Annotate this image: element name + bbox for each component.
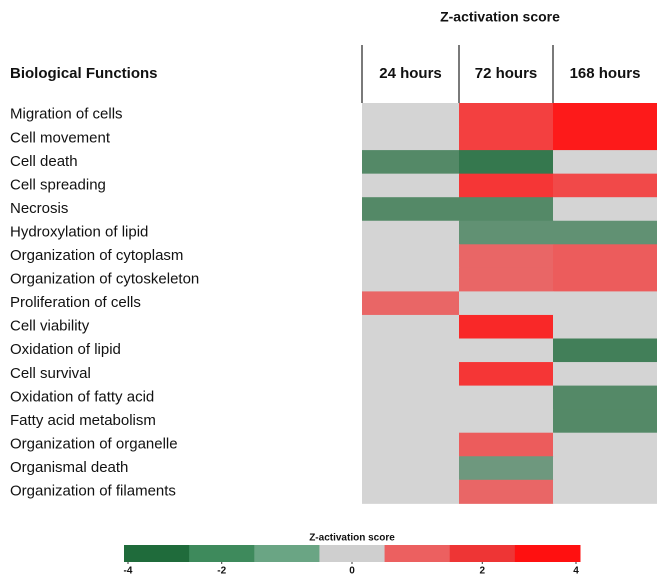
row-label: Cell viability bbox=[10, 318, 90, 335]
heatmap-cell bbox=[553, 432, 657, 457]
heatmap-cell bbox=[553, 126, 657, 151]
heatmap-cell bbox=[362, 456, 460, 481]
row-label: Cell survival bbox=[10, 365, 91, 382]
legend-swatch bbox=[384, 545, 451, 562]
heatmap-cell bbox=[362, 150, 460, 175]
legend-swatch bbox=[514, 545, 581, 562]
heatmap-cell bbox=[553, 456, 657, 481]
legend-tick-label: -2 bbox=[217, 566, 226, 577]
heatmap-cell bbox=[553, 362, 657, 387]
row-label: Organization of filaments bbox=[10, 483, 176, 500]
column-header: 168 hours bbox=[570, 65, 641, 82]
heatmap-cell bbox=[553, 220, 657, 245]
heatmap-cell bbox=[459, 479, 554, 504]
heatmap-cell bbox=[459, 432, 554, 457]
heatmap-cell bbox=[362, 197, 460, 222]
heatmap-cell bbox=[362, 244, 460, 269]
legend-swatch bbox=[319, 545, 386, 562]
legend-swatch bbox=[189, 545, 255, 562]
row-label: Migration of cells bbox=[10, 106, 123, 123]
heatmap-cell bbox=[553, 197, 657, 222]
heatmap-cell bbox=[362, 479, 460, 504]
heatmap-cell bbox=[362, 126, 460, 151]
row-label: Cell death bbox=[10, 153, 78, 170]
heatmap-cell bbox=[459, 220, 554, 245]
heatmap-cell bbox=[553, 103, 657, 128]
heatmap-cell bbox=[459, 267, 554, 292]
heatmap-cell bbox=[362, 291, 460, 316]
legend-title: Z-activation score bbox=[309, 533, 395, 544]
legend-swatch bbox=[124, 545, 190, 562]
heatmap-cell bbox=[362, 432, 460, 457]
chart-title: Z-activation score bbox=[440, 9, 560, 25]
heatmap-cell bbox=[553, 150, 657, 175]
row-label: Necrosis bbox=[10, 200, 68, 217]
heatmap-cell bbox=[362, 362, 460, 387]
heatmap-cell bbox=[459, 173, 554, 198]
heatmap-cell bbox=[459, 409, 554, 434]
heatmap-cell bbox=[459, 103, 554, 128]
heatmap-cell bbox=[553, 291, 657, 316]
heatmap-cell bbox=[459, 126, 554, 151]
legend-tick-label: 4 bbox=[573, 566, 579, 577]
legend-tick-label: 2 bbox=[480, 566, 486, 577]
row-label: Oxidation of fatty acid bbox=[10, 388, 154, 405]
heatmap-cell bbox=[459, 385, 554, 410]
row-label: Proliferation of cells bbox=[10, 294, 141, 311]
heatmap-cell bbox=[553, 338, 657, 363]
heatmap-cell bbox=[362, 173, 460, 198]
row-label: Fatty acid metabolism bbox=[10, 412, 156, 429]
heatmap-cell bbox=[459, 197, 554, 222]
heatmap-cell bbox=[362, 267, 460, 292]
heatmap-cell bbox=[362, 338, 460, 363]
heatmap-cell bbox=[459, 456, 554, 481]
column-header: 24 hours bbox=[379, 65, 442, 82]
row-label: Cell spreading bbox=[10, 176, 106, 193]
row-label: Hydroxylation of lipid bbox=[10, 223, 148, 240]
heatmap-cell bbox=[459, 362, 554, 387]
heatmap-cell bbox=[362, 385, 460, 410]
row-label: Organization of cytoskeleton bbox=[10, 271, 199, 288]
legend-swatch bbox=[449, 545, 516, 562]
heatmap-cell bbox=[362, 103, 460, 128]
column-header: 72 hours bbox=[475, 65, 538, 82]
heatmap-cell bbox=[362, 220, 460, 245]
heatmap-cell bbox=[459, 291, 554, 316]
row-label: Oxidation of lipid bbox=[10, 341, 121, 358]
heatmap-cell bbox=[362, 314, 460, 339]
heatmap-cell bbox=[553, 314, 657, 339]
row-label: Organization of organelle bbox=[10, 435, 178, 452]
legend-tick-label: 0 bbox=[349, 566, 355, 577]
heatmap-cell bbox=[459, 150, 554, 175]
legend-swatch bbox=[254, 545, 320, 562]
heatmap-cell bbox=[553, 173, 657, 198]
legend-tick-label: -4 bbox=[124, 566, 133, 577]
heatmap-cell bbox=[459, 338, 554, 363]
row-header: Biological Functions bbox=[10, 65, 158, 82]
row-label: Organization of cytoplasm bbox=[10, 247, 183, 264]
heatmap-cell bbox=[553, 409, 657, 434]
row-label: Cell movement bbox=[10, 129, 111, 146]
row-label: Organismal death bbox=[10, 459, 128, 476]
heatmap-cell bbox=[459, 314, 554, 339]
heatmap-cell bbox=[362, 409, 460, 434]
heatmap-cell bbox=[553, 385, 657, 410]
heatmap-cell bbox=[459, 244, 554, 269]
heatmap-cell bbox=[553, 267, 657, 292]
heatmap-cell bbox=[553, 244, 657, 269]
heatmap-cell bbox=[553, 479, 657, 504]
